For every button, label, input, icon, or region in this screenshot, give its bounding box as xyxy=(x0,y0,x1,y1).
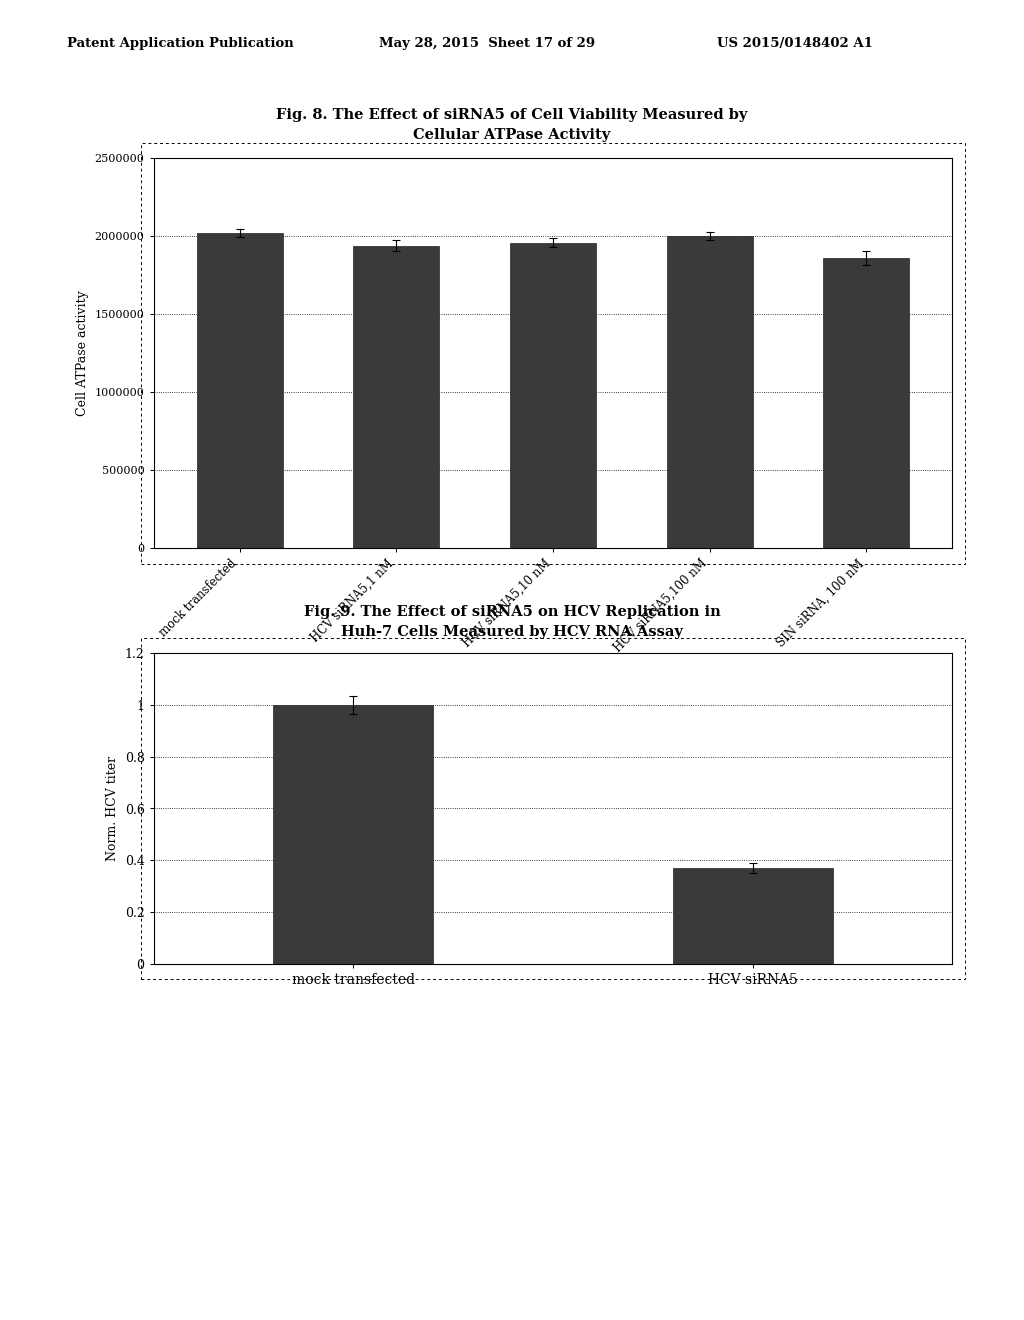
Text: Fig. 8. The Effect of siRNA5 of Cell Viability Measured by: Fig. 8. The Effect of siRNA5 of Cell Via… xyxy=(276,108,748,121)
Bar xyxy=(197,234,283,548)
Bar xyxy=(273,705,433,964)
Text: May 28, 2015  Sheet 17 of 29: May 28, 2015 Sheet 17 of 29 xyxy=(379,37,595,50)
Text: Huh-7 Cells Measured by HCV RNA Assay: Huh-7 Cells Measured by HCV RNA Assay xyxy=(341,626,683,639)
Text: US 2015/0148402 A1: US 2015/0148402 A1 xyxy=(717,37,872,50)
Bar xyxy=(673,869,833,964)
Bar xyxy=(667,236,753,548)
Bar xyxy=(823,259,909,548)
Text: Patent Application Publication: Patent Application Publication xyxy=(67,37,293,50)
Bar xyxy=(510,243,596,548)
Y-axis label: Norm. HCV titer: Norm. HCV titer xyxy=(106,756,119,861)
Y-axis label: Cell ATPase activity: Cell ATPase activity xyxy=(76,290,89,416)
Text: Cellular ATPase Activity: Cellular ATPase Activity xyxy=(414,128,610,141)
Text: Fig. 9. The Effect of siRNA5 on HCV Replication in: Fig. 9. The Effect of siRNA5 on HCV Repl… xyxy=(304,606,720,619)
Bar xyxy=(353,246,439,548)
